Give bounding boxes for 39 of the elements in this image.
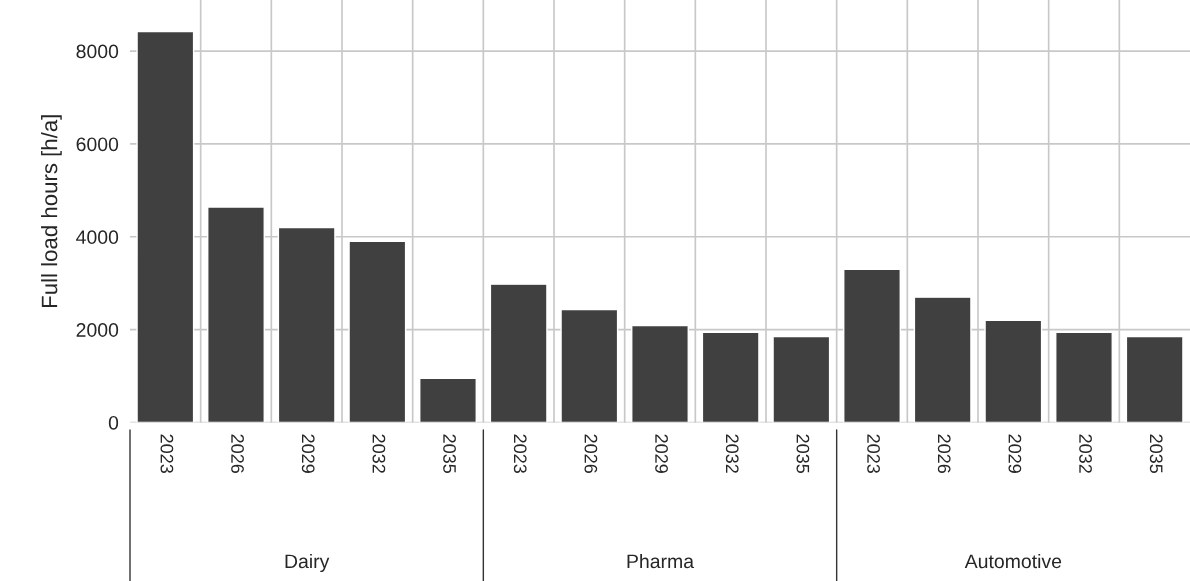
x-tick-label: 2026: [937, 434, 951, 473]
x-tick-label: 2023: [160, 434, 174, 473]
x-tick-label: 2026: [231, 434, 244, 473]
x-tick-label: 2029: [655, 434, 668, 473]
x-tick-label: 2035: [1149, 434, 1163, 474]
x-tick-label: 2029: [301, 434, 315, 473]
bar: [1055, 331, 1113, 423]
bar: [207, 206, 265, 423]
y-tick-label: 2000: [76, 323, 119, 337]
bar: [984, 319, 1043, 423]
x-tick-label: 2023: [867, 434, 880, 473]
bar: [631, 324, 689, 423]
x-tick-label: 2029: [1008, 434, 1022, 473]
bar: [277, 226, 336, 423]
bar: [560, 308, 619, 423]
y-tick-label: 0: [108, 415, 119, 430]
y-axis-title: Full load hours [h/a]: [41, 115, 62, 308]
y-tick-label: 6000: [76, 137, 119, 152]
bar: [772, 335, 831, 423]
bar: [843, 268, 901, 423]
bar: [348, 240, 407, 423]
text: Dairy: [285, 553, 330, 573]
y-tick-label: 4000: [76, 230, 119, 245]
x-tick-label: 2032: [372, 434, 386, 473]
bar: [419, 377, 477, 423]
x-tick-label: 2032: [1079, 434, 1092, 473]
x-tick-label: 2023: [513, 434, 527, 473]
y-tick-label: 8000: [76, 44, 119, 59]
text: Automotive: [964, 553, 1062, 569]
bar: [701, 331, 760, 423]
x-tick-label: 2032: [725, 434, 739, 473]
bar: [1125, 335, 1184, 423]
x-tick-label: 2035: [796, 434, 810, 474]
x-tick-label: 2026: [584, 434, 598, 473]
bar: [489, 283, 548, 423]
bar: [136, 30, 195, 423]
text: Pharma: [627, 553, 695, 569]
bar: [913, 296, 972, 423]
x-tick-label: 2035: [443, 434, 456, 474]
